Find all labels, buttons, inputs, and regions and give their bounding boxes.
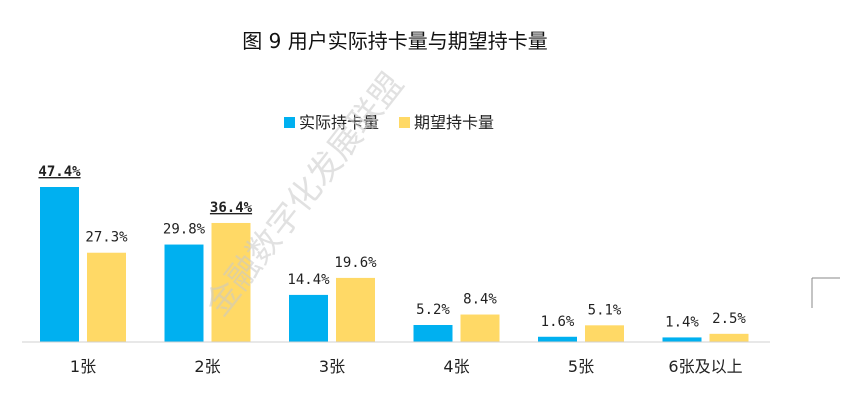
bar-expected-2 bbox=[336, 277, 375, 342]
bar-actual-5 bbox=[662, 337, 702, 342]
legend-label-actual: 实际持卡量 bbox=[299, 113, 379, 132]
category-label-0: 1张 bbox=[70, 357, 96, 376]
value-label-expected-2: 19.6% bbox=[334, 255, 377, 271]
value-label-expected-0: 27.3% bbox=[85, 230, 128, 246]
value-label-actual-5: 1.4% bbox=[665, 314, 699, 330]
value-label-actual-4: 1.6% bbox=[541, 314, 575, 330]
category-labels: 1张 2张 3张 4张 5张 6张及以上 bbox=[70, 357, 743, 376]
value-label-expected-4: 5.1% bbox=[588, 302, 622, 318]
legend-label-expected: 期望持卡量 bbox=[414, 113, 494, 132]
bar-expected-4 bbox=[585, 325, 624, 342]
legend: 实际持卡量 期望持卡量 bbox=[284, 113, 494, 132]
bar-expected-1 bbox=[211, 222, 251, 342]
value-label-actual-1: 29.8% bbox=[163, 222, 206, 238]
category-label-1: 2张 bbox=[194, 357, 220, 376]
chart-title: 图 9 用户实际持卡量与期望持卡量 bbox=[242, 29, 547, 53]
value-label-expected-1: 36.4% bbox=[210, 200, 253, 216]
category-label-5: 6张及以上 bbox=[668, 357, 742, 376]
bar-actual-4 bbox=[538, 336, 577, 342]
value-labels: 47.4% 27.3% 29.8%36.4% 14.4%19.6% 5.2% 8.4% 1.… bbox=[38, 164, 746, 330]
bars bbox=[40, 187, 749, 342]
bar-expected-0 bbox=[87, 252, 126, 342]
bar-actual-1 bbox=[164, 244, 204, 342]
value-label-expected-5: 2.5% bbox=[712, 311, 746, 327]
legend-swatch-actual bbox=[284, 117, 295, 128]
bar-actual-3 bbox=[413, 324, 453, 342]
value-label-expected-3: 8.4% bbox=[463, 292, 497, 308]
category-label-3: 4张 bbox=[443, 357, 469, 376]
category-label-2: 3张 bbox=[319, 357, 345, 376]
bar-expected-5 bbox=[709, 333, 749, 342]
legend-swatch-expected bbox=[399, 117, 410, 128]
bar-actual-0 bbox=[40, 187, 79, 342]
value-label-actual-3: 5.2% bbox=[416, 302, 450, 318]
value-label-actual-2: 14.4% bbox=[287, 272, 330, 288]
bar-expected-3 bbox=[460, 314, 500, 342]
value-label-actual-0: 47.4% bbox=[38, 164, 81, 180]
corner-mark bbox=[811, 277, 840, 308]
bar-actual-2 bbox=[289, 294, 328, 342]
category-label-4: 5张 bbox=[568, 357, 594, 376]
